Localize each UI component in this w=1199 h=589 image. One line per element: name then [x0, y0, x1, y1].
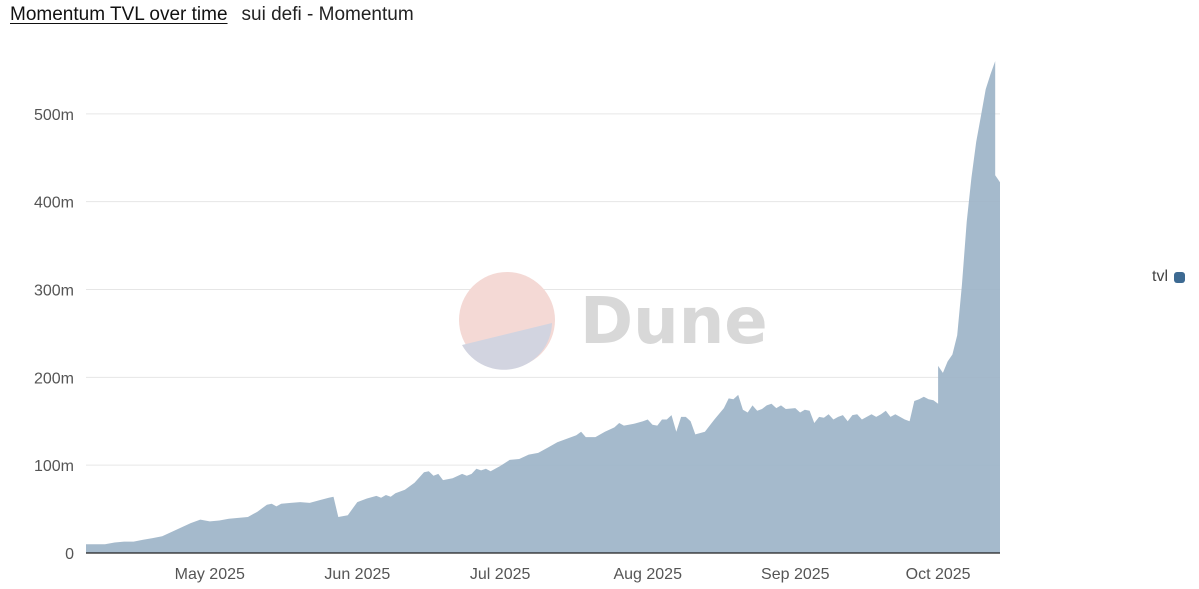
- series-area-tvl: [86, 61, 1000, 553]
- chart-title-link[interactable]: Momentum TVL over time: [10, 4, 228, 25]
- dune-watermark: Dune: [459, 272, 768, 370]
- legend-label-tvl: tvl: [1152, 268, 1168, 285]
- chart-legend[interactable]: tvl: [1152, 268, 1185, 286]
- y-tick-label: 500m: [34, 107, 74, 124]
- chart-subtitle: sui defi - Momentum: [241, 4, 414, 25]
- y-tick-label: 300m: [34, 283, 74, 300]
- y-axis-ticks: 0 100m 200m 300m 400m 500m: [34, 107, 74, 563]
- y-tick-label: 400m: [34, 195, 74, 212]
- x-tick-label: Sep 2025: [761, 566, 830, 583]
- y-tick-label: 200m: [34, 370, 74, 387]
- x-tick-label: Oct 2025: [906, 566, 971, 583]
- x-axis-ticks: May 2025 Jun 2025 Jul 2025 Aug 2025 Sep 2025…: [175, 566, 971, 583]
- x-tick-label: Aug 2025: [613, 566, 682, 583]
- dune-logo-lower-half: [462, 323, 552, 370]
- x-tick-label: May 2025: [175, 566, 245, 583]
- dune-watermark-text: Dune: [580, 285, 768, 359]
- y-tick-label: 100m: [34, 458, 74, 475]
- legend-swatch-tvl: [1174, 271, 1185, 283]
- chart-header: Momentum TVL over time sui defi - Moment…: [10, 4, 414, 28]
- x-tick-label: Jun 2025: [324, 566, 390, 583]
- x-tick-label: Jul 2025: [470, 566, 531, 583]
- y-tick-label: 0: [65, 546, 74, 563]
